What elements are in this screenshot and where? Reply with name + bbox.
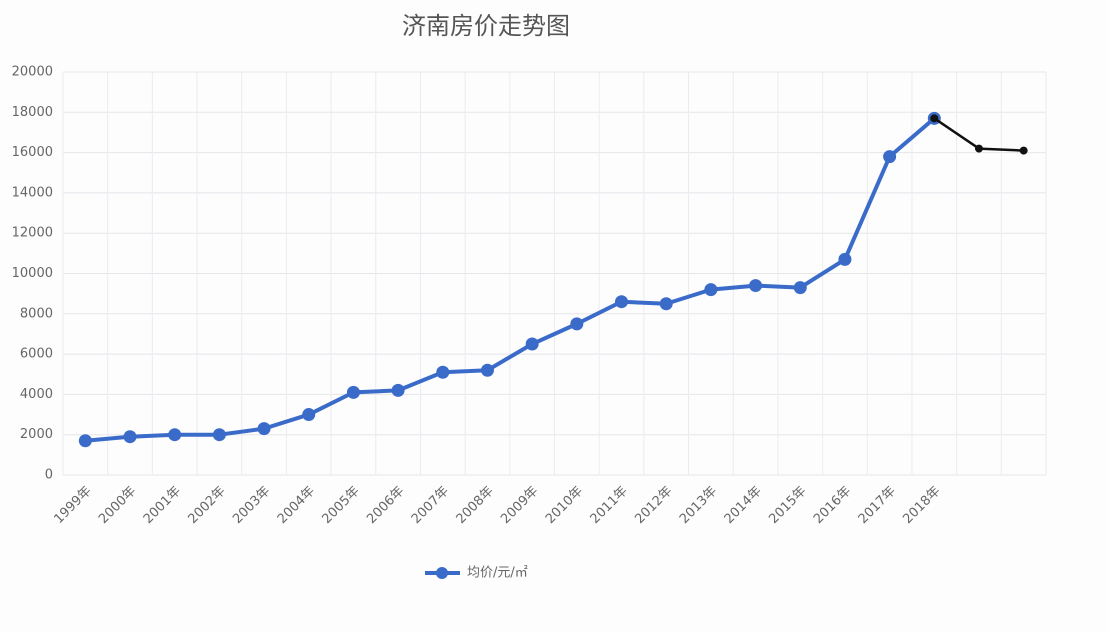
y-tick-label: 2000	[20, 427, 53, 442]
x-tick-label: 2001年	[141, 484, 184, 527]
data-point	[974, 144, 983, 153]
x-tick-label: 2000年	[96, 484, 139, 527]
x-tick-label: 2003年	[230, 484, 273, 527]
y-tick-label: 4000	[20, 387, 53, 402]
data-point	[212, 428, 226, 442]
x-tick-label: 2014年	[722, 484, 765, 527]
data-point	[168, 428, 182, 442]
series-line	[85, 116, 936, 443]
data-point	[123, 430, 137, 444]
y-tick-label: 14000	[12, 185, 53, 200]
data-point	[525, 337, 539, 351]
data-point	[659, 297, 673, 311]
x-tick-label: 1999年	[51, 484, 94, 527]
y-tick-label: 6000	[20, 347, 53, 362]
data-point	[1019, 146, 1028, 155]
x-tick-label: 2017年	[856, 484, 899, 527]
x-tick-label: 2005年	[320, 484, 363, 527]
data-point	[78, 434, 92, 448]
x-tick-label: 2012年	[632, 484, 675, 527]
y-tick-label: 10000	[12, 266, 53, 281]
x-tick-label: 2011年	[588, 484, 631, 527]
y-tick-label: 0	[45, 468, 53, 483]
data-point	[436, 365, 450, 379]
x-tick-label: 2006年	[364, 484, 407, 527]
x-tick-label: 2002年	[185, 484, 228, 527]
data-point	[793, 281, 807, 295]
x-tick-label: 2004年	[275, 484, 318, 527]
data-point	[302, 408, 316, 422]
data-point	[257, 422, 271, 436]
chart-title: 济南房价走势图	[402, 12, 570, 40]
data-point	[883, 150, 897, 164]
x-tick-label: 2008年	[454, 484, 497, 527]
y-tick-label: 12000	[12, 226, 53, 241]
data-point	[570, 317, 584, 331]
x-tick-label: 2013年	[677, 484, 720, 527]
x-tick-label: 2015年	[766, 484, 809, 527]
x-tick-label: 2009年	[498, 484, 541, 527]
data-point	[391, 383, 405, 397]
x-tick-label: 2007年	[409, 484, 452, 527]
data-point	[838, 252, 852, 266]
x-tick-label: 2010年	[543, 484, 586, 527]
data-point	[346, 385, 360, 399]
data-point	[749, 279, 763, 293]
data-point	[704, 283, 718, 297]
legend-label: 均价/元/㎡	[467, 566, 528, 581]
data-point	[615, 295, 629, 309]
y-tick-label: 18000	[12, 105, 53, 120]
legend-marker	[436, 567, 448, 579]
y-tick-label: 8000	[20, 306, 53, 321]
x-tick-label: 2016年	[811, 484, 854, 527]
x-tick-label: 2018年	[900, 484, 943, 527]
y-tick-label: 20000	[12, 65, 53, 80]
data-point	[930, 114, 939, 123]
data-point	[480, 363, 494, 377]
y-tick-label: 16000	[12, 145, 53, 160]
